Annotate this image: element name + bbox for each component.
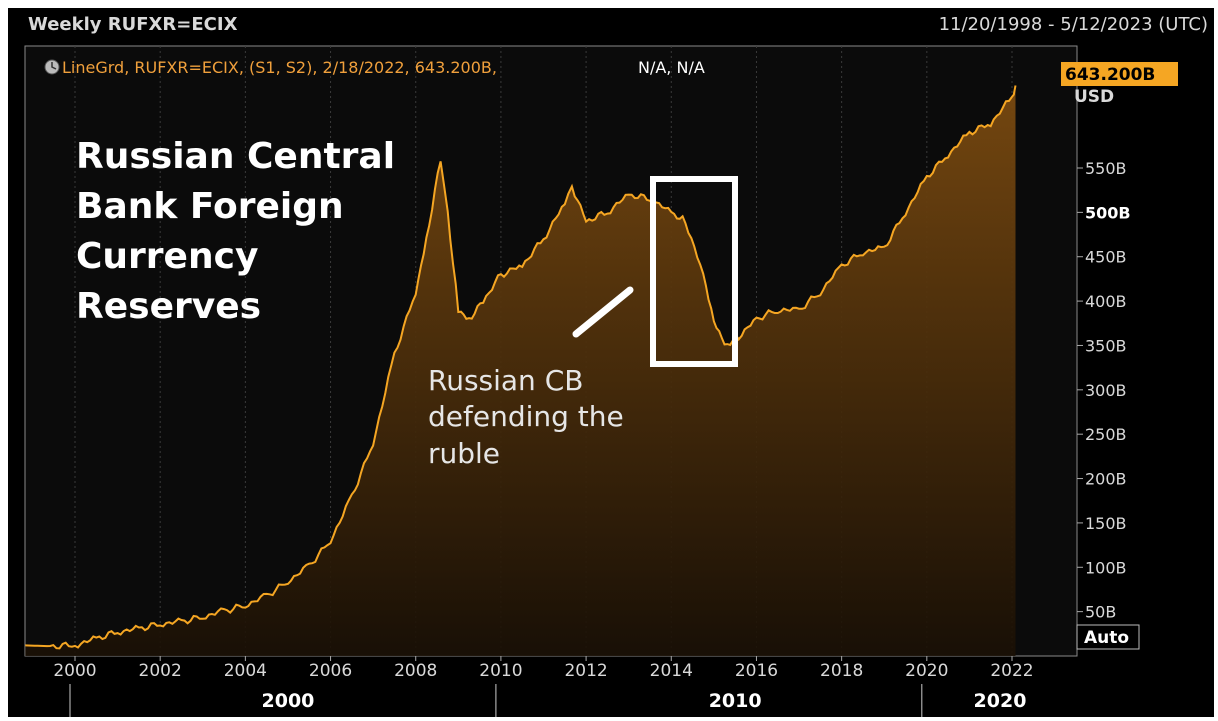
- overlay-title-line: Russian Central: [76, 136, 395, 177]
- last-value-rect: [1061, 62, 1178, 86]
- annotation: Russian CB defending the ruble: [428, 176, 738, 470]
- series-area: [25, 85, 1016, 656]
- x-tick-label: 2002: [139, 661, 182, 681]
- highlight-box: [650, 176, 738, 367]
- y-axis: 50B 100B 150B 200B 250B 300B 350B 400B 450B 500B 5…: [1077, 159, 1131, 622]
- x-axis: 2000 2002 2004 2006 2008 2010 2012 2014 2016 2018…: [53, 656, 1034, 717]
- legend: LineGrd, RUFXR=ECIX, (S1, S2), 2/18/2022…: [44, 58, 705, 77]
- legend-na: N/A, N/A: [638, 58, 705, 77]
- overlay-title-line: Reserves: [76, 286, 261, 327]
- x-tick-label: 2008: [394, 661, 437, 681]
- series-line: [25, 85, 1017, 650]
- annotation-line: defending the: [428, 400, 624, 433]
- x-tick-label: 2022: [990, 661, 1033, 681]
- x-tick-label: 2020: [905, 661, 948, 681]
- auto-button[interactable]: Auto: [1076, 624, 1140, 650]
- x-tick-label: 2006: [309, 661, 352, 681]
- chart-frame: Weekly RUFXR=ECIX 11/20/1998 - 5/12/2023…: [8, 8, 1214, 717]
- y-tick-label: 500B: [1085, 203, 1131, 222]
- decade-label: 2020: [974, 690, 1027, 712]
- x-tick-label: 2010: [479, 661, 522, 681]
- date-range: 11/20/1998 - 5/12/2023 (UTC): [939, 14, 1208, 35]
- y-tick-label: 550B: [1085, 159, 1127, 178]
- x-tick-label: 2004: [224, 661, 267, 681]
- x-tick-label: 2012: [564, 661, 607, 681]
- decade-label: 2010: [709, 690, 762, 712]
- annotation-line: ruble: [428, 437, 500, 470]
- overlay-title: Russian Central Bank Foreign Currency Re…: [76, 136, 395, 327]
- x-tick-label: 2014: [650, 661, 693, 681]
- chart-svg: Weekly RUFXR=ECIX 11/20/1998 - 5/12/2023…: [24, 14, 1208, 717]
- annotation-pointer: [572, 286, 634, 338]
- decade-label: 2000: [262, 690, 315, 712]
- y-tick-label: 450B: [1085, 248, 1127, 267]
- clock-hands-icon: [51, 62, 57, 70]
- chart-title: Weekly RUFXR=ECIX: [28, 14, 238, 35]
- y-tick-label: 150B: [1085, 514, 1127, 533]
- last-value-label: 643.200B: [1065, 65, 1155, 85]
- y-tick-label: 100B: [1085, 558, 1127, 577]
- auto-button-label[interactable]: Auto: [1084, 628, 1129, 648]
- annotation-line: Russian CB: [428, 364, 583, 397]
- legend-text: LineGrd, RUFXR=ECIX, (S1, S2), 2/18/2022…: [62, 58, 497, 77]
- x-tick-label: 2016: [735, 661, 778, 681]
- overlay-title-line: Bank Foreign: [76, 186, 344, 227]
- y-tick-label: 200B: [1085, 470, 1127, 489]
- y-tick-label: 350B: [1085, 336, 1127, 355]
- y-tick-label: 250B: [1085, 425, 1127, 444]
- last-value-badge: 643.200B USD: [1061, 62, 1178, 107]
- unit-label: USD: [1074, 87, 1114, 107]
- y-tick-label: 400B: [1085, 292, 1127, 311]
- y-tick-label: 50B: [1085, 603, 1116, 622]
- auto-button-box[interactable]: [1076, 624, 1140, 650]
- y-tick-label: 300B: [1085, 381, 1127, 400]
- overlay-title-line: Currency: [76, 236, 258, 277]
- x-tick-label: 2000: [53, 661, 96, 681]
- x-tick-label: 2018: [820, 661, 863, 681]
